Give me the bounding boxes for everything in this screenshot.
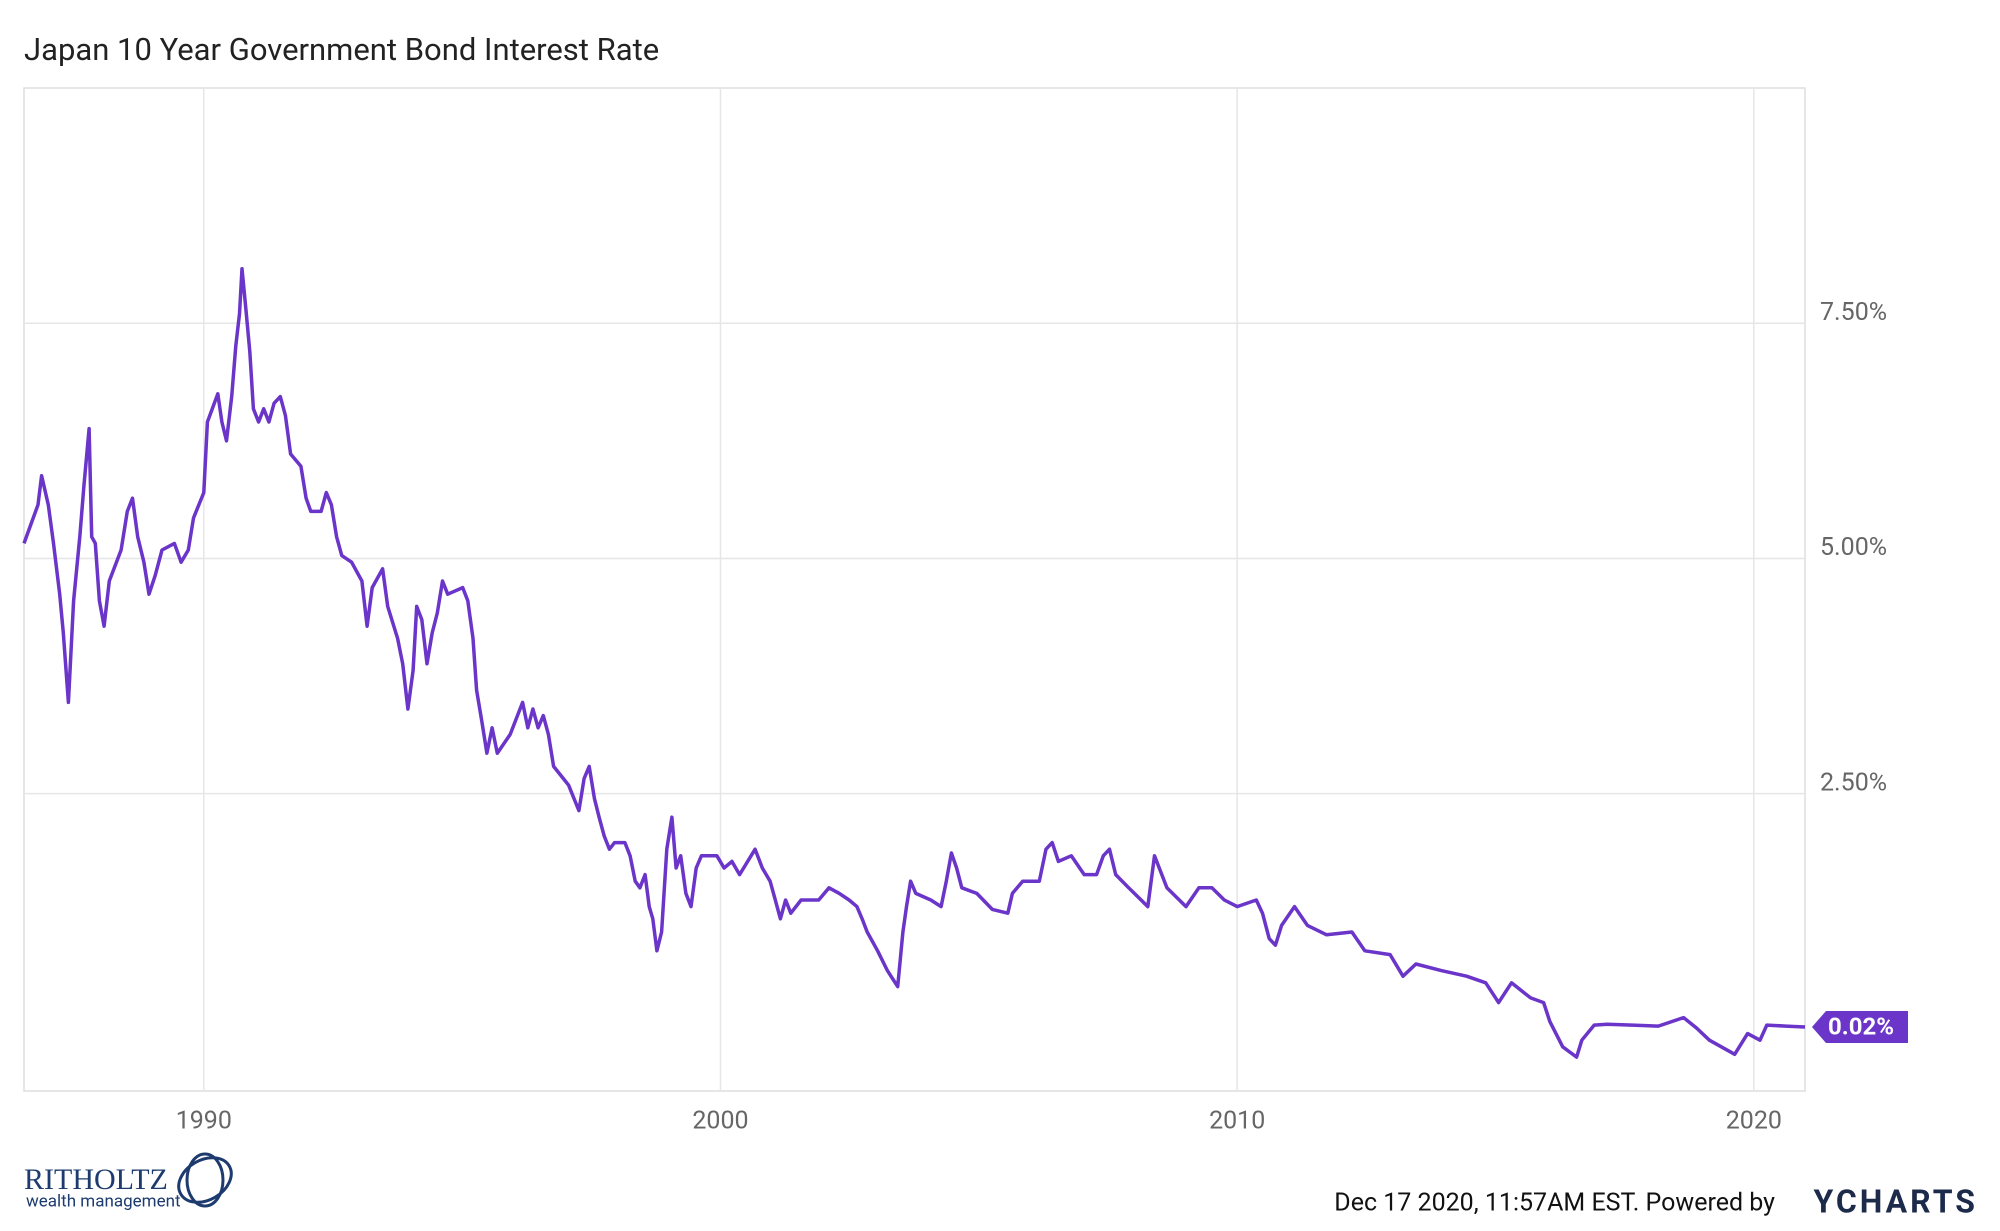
x-tick-label: 2000 bbox=[692, 1107, 748, 1136]
plot-frame bbox=[23, 87, 1806, 1092]
footer-brand: YCHARTS bbox=[1813, 1182, 1978, 1220]
x-tick-label: 1990 bbox=[176, 1107, 232, 1136]
logo-name: RITHOLTZ bbox=[24, 1163, 168, 1196]
line-series bbox=[22, 266, 1806, 1059]
y-tick-label: 5.00% bbox=[1820, 533, 1887, 562]
y-tick-label: 2.50% bbox=[1820, 768, 1887, 797]
chart-title: Japan 10 Year Government Bond Interest R… bbox=[24, 31, 659, 68]
logo-emblem bbox=[177, 1152, 233, 1208]
footer-timestamp: Dec 17 2020, 11:57AM EST. Powered by bbox=[1334, 1189, 1775, 1218]
end-label-badge bbox=[1812, 1011, 1908, 1044]
end-label: 0.02% bbox=[1828, 1012, 1894, 1040]
x-tick-label: 2010 bbox=[1209, 1107, 1265, 1136]
y-tick-label: 7.50% bbox=[1820, 298, 1887, 327]
x-tick-label: 2020 bbox=[1726, 1107, 1782, 1136]
logo-tagline: wealth management bbox=[26, 1191, 181, 1211]
